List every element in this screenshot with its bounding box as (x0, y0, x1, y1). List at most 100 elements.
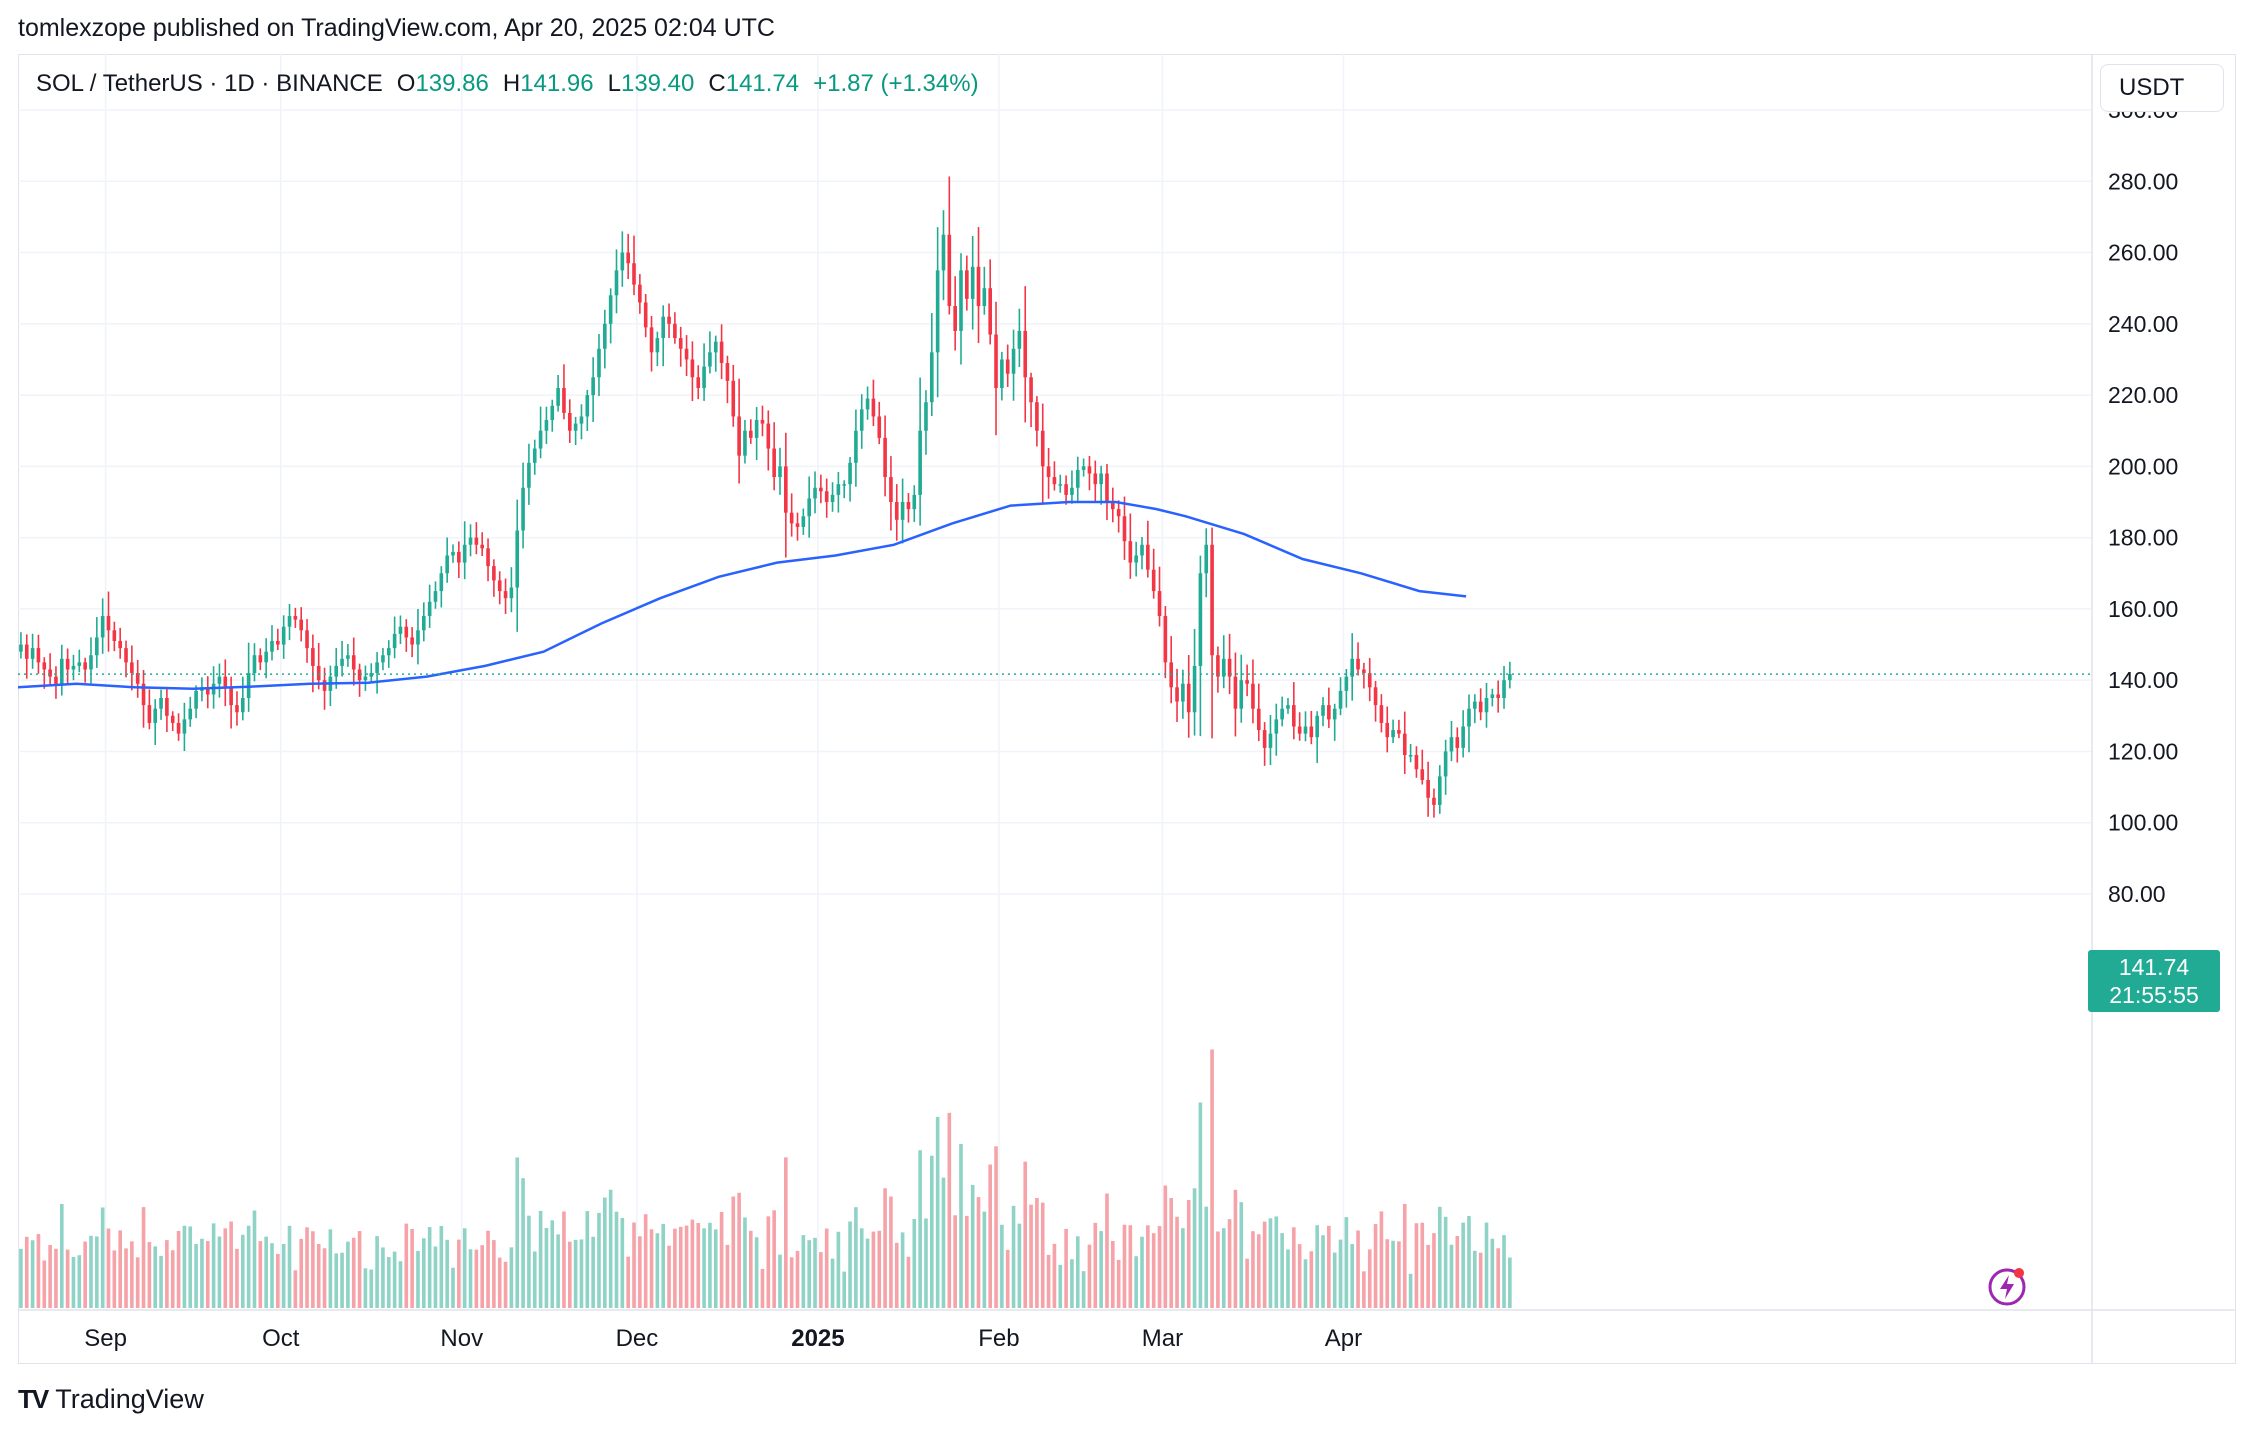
candle-body (801, 516, 806, 527)
volume-bar (410, 1228, 414, 1308)
candle-body (1181, 683, 1185, 702)
candle-body (1251, 683, 1255, 709)
candle-body (696, 377, 701, 388)
volume-bar (1309, 1251, 1314, 1308)
candle-body (1490, 694, 1495, 698)
volume-bar (416, 1250, 420, 1308)
candle-body (205, 687, 210, 695)
candle-body (433, 591, 438, 602)
volume-bar (603, 1197, 607, 1308)
candle-body (1508, 674, 1512, 681)
volume-bar (912, 1219, 917, 1308)
candle-body (19, 644, 23, 652)
volume-bar (258, 1241, 263, 1308)
change-value: +1.87 (+1.34%) (813, 70, 979, 97)
candle-body (258, 655, 263, 663)
candle-body (392, 633, 397, 649)
volume-bar (918, 1150, 922, 1308)
volume-bar (713, 1229, 718, 1308)
volume-bar (947, 1112, 952, 1308)
lightning-icon[interactable] (1987, 1265, 2029, 1307)
candle-body (532, 448, 537, 463)
candle-body (737, 416, 741, 456)
volume-bar (19, 1248, 23, 1308)
time-tick-label: 2025 (791, 1325, 844, 1352)
volume-bar (1391, 1240, 1395, 1308)
price-tick-label: 80.00 (2108, 881, 2166, 907)
volume-bar (322, 1248, 327, 1308)
open-value: 139.86 (415, 70, 489, 97)
candle-body (702, 366, 706, 388)
volume-bar (532, 1251, 537, 1308)
volume-bar (673, 1228, 677, 1308)
volume-bar (240, 1234, 245, 1308)
candle-body (1321, 705, 1325, 716)
price-chart[interactable]: 80.00 100.00 120.00 140.00 160.00 180.00 200.0… (18, 54, 2236, 1364)
candle-body (877, 416, 882, 438)
candle-body (784, 466, 788, 513)
symbol-label[interactable]: SOL / TetherUS · 1D · BINANCE (36, 70, 383, 97)
tradingview-logo[interactable]: TV TradingView (18, 1384, 204, 1415)
volume-bar (801, 1235, 806, 1308)
volume-bar (100, 1207, 105, 1308)
candle-body (1081, 466, 1086, 470)
candle-body (147, 705, 152, 723)
currency-button[interactable]: USDT (2100, 64, 2224, 112)
candle-body (1052, 477, 1057, 485)
logo-text: TradingView (55, 1384, 204, 1414)
candle-body (363, 676, 368, 681)
candle-body (556, 387, 560, 406)
candle-body (305, 630, 309, 649)
volume-bar (445, 1239, 449, 1308)
candle-body (1128, 541, 1133, 563)
volume-bar (1327, 1225, 1331, 1308)
volume-bar (287, 1225, 292, 1308)
volume-bar (509, 1247, 514, 1308)
volume-bar (1408, 1273, 1413, 1308)
volume-bar (235, 1248, 239, 1308)
volume-bar (503, 1261, 508, 1308)
price-tick-label: 120.00 (2108, 738, 2178, 764)
candle-body (1116, 509, 1121, 517)
volume-bar (1093, 1222, 1098, 1308)
volume-bar (305, 1227, 309, 1308)
volume-bar (316, 1244, 321, 1308)
time-tick-label: Oct (262, 1325, 300, 1352)
volume-bar (375, 1236, 379, 1308)
volume-bar (889, 1196, 893, 1308)
candle-body (620, 252, 625, 271)
volume-bar (1338, 1239, 1343, 1308)
candle-body (1502, 680, 1506, 698)
candle-body (1461, 726, 1465, 748)
candle-body (1175, 687, 1179, 702)
volume-bar (567, 1241, 572, 1308)
volume-bar (877, 1230, 882, 1308)
candle-body (638, 284, 642, 303)
volume-bar (1397, 1241, 1401, 1308)
candle-body (970, 266, 975, 299)
candle-body (404, 626, 409, 638)
volume-bar (690, 1219, 695, 1308)
volume-bar (906, 1256, 911, 1308)
volume-bar (457, 1239, 461, 1308)
publish-line: tomlexzope published on TradingView.com,… (18, 14, 775, 43)
volume-bar (205, 1240, 210, 1308)
candle-body (1099, 473, 1103, 485)
candle-body (287, 616, 292, 627)
volume-bar (702, 1228, 706, 1308)
volume-bar (381, 1247, 385, 1308)
volume-bar (538, 1210, 543, 1308)
volume-bar (1029, 1204, 1033, 1308)
candle-body (1297, 726, 1302, 734)
candle-body (474, 537, 479, 545)
candle-body (725, 363, 730, 381)
candle-body (30, 648, 35, 659)
candle-body (1140, 544, 1144, 556)
bar-countdown: 21:55:55 (2109, 982, 2199, 1008)
candle-body (1186, 683, 1191, 713)
candle-body (795, 523, 800, 527)
volume-bar (1385, 1239, 1390, 1308)
candle-body (865, 398, 870, 410)
close-value: 141.74 (725, 70, 800, 97)
volume-bar (935, 1116, 940, 1308)
